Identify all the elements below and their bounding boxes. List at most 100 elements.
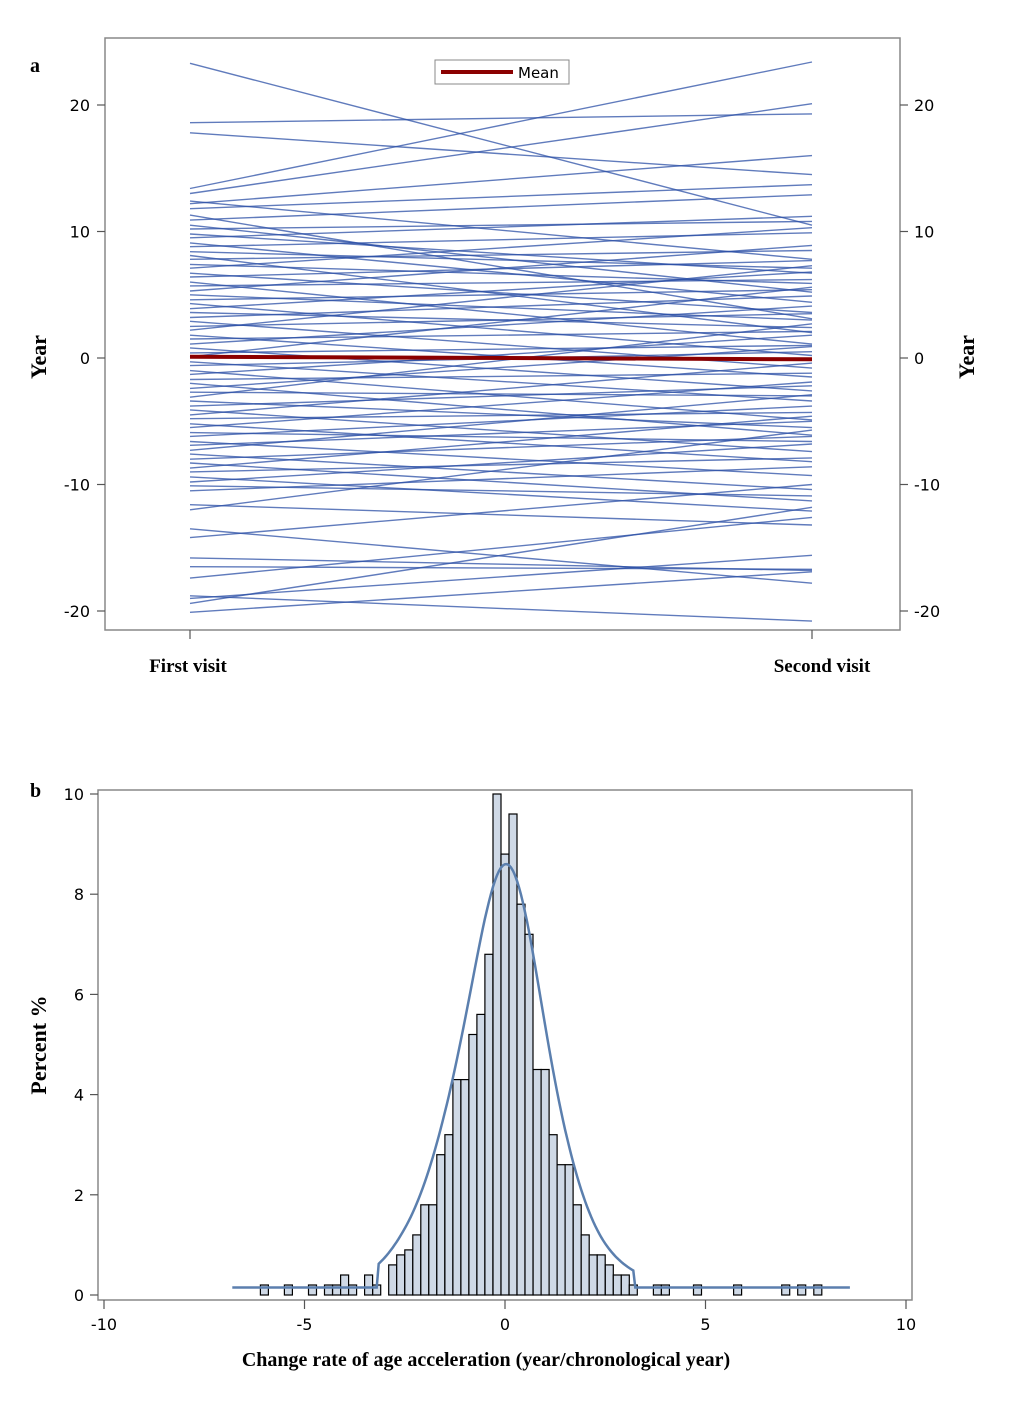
individual-line-66 <box>189 415 813 469</box>
individual-line-68 <box>189 476 813 512</box>
x-ticks: -10 -5 0 5 10 <box>91 1300 916 1334</box>
individual-line-62 <box>189 394 813 451</box>
histogram-bar-35 <box>588 1254 598 1296</box>
individual-line-26 <box>189 244 813 292</box>
individual-line-46 <box>189 372 813 381</box>
y-tick-label-left: 10 <box>70 223 90 242</box>
histogram-bar-38 <box>612 1274 622 1296</box>
y-tick-label: 4 <box>74 1086 84 1105</box>
individual-line-73 <box>189 429 813 511</box>
histogram-bars <box>259 793 823 1296</box>
y-tick-label: 0 <box>74 1286 84 1305</box>
individual-line-67 <box>189 457 813 473</box>
individual-line-60 <box>189 440 813 477</box>
y-axis-label-right: Year <box>954 335 979 379</box>
x-tick-label: -5 <box>297 1315 313 1334</box>
individual-line-6 <box>189 200 813 260</box>
y-tick-label-right: -20 <box>914 602 940 621</box>
y-tick-label-left: 0 <box>80 349 90 368</box>
histogram-bar-10 <box>388 1264 398 1296</box>
individual-line-74 <box>189 483 813 539</box>
individual-line-80 <box>189 595 813 622</box>
y-tick-label: 6 <box>74 985 84 1004</box>
individual-line-5 <box>189 103 813 195</box>
histogram-bar-16 <box>436 1154 446 1296</box>
individual-line-19 <box>189 249 813 260</box>
individual-line-7 <box>189 154 813 205</box>
histogram-bar-32 <box>564 1164 574 1296</box>
y-tick-label-left: -20 <box>64 602 90 621</box>
legend-mean-label: Mean <box>518 64 559 82</box>
y-tick-label-left: -10 <box>64 476 90 495</box>
individual-line-2 <box>189 113 813 124</box>
histogram-bar-8 <box>364 1274 374 1296</box>
panel-a: a 20 10 0 -10 -20 20 10 0 -10 -20 Second visit F… <box>26 37 979 677</box>
histogram-bar-2 <box>283 1284 293 1296</box>
histogram-bar-33 <box>572 1204 582 1296</box>
y-ticks: 0 2 4 6 8 10 <box>64 785 98 1305</box>
individual-line-64 <box>189 435 813 460</box>
individual-line-72 <box>189 504 813 526</box>
histogram-bar-20 <box>468 1033 478 1296</box>
individual-line-53 <box>189 409 813 453</box>
individual-line-41 <box>189 286 813 358</box>
y-tick-label-right: 10 <box>914 223 934 242</box>
individual-line-54 <box>189 362 813 416</box>
histogram-bar-18 <box>452 1078 462 1296</box>
x-category-second-visit: Second visit <box>774 656 871 677</box>
histogram-bar-17 <box>444 1134 454 1296</box>
histogram-bar-42 <box>660 1284 671 1296</box>
histogram-bar-6 <box>340 1274 350 1296</box>
x-axis-label: Change rate of age acceleration (year/ch… <box>242 1349 730 1371</box>
panel-b: b 0 2 4 6 8 10 -10 -5 0 5 10 Percent % Change rat… <box>26 780 916 1371</box>
histogram-bar-45 <box>781 1284 791 1296</box>
histogram-bar-25 <box>508 813 518 1296</box>
individual-line-17 <box>189 251 813 269</box>
y-ticks-left: 20 10 0 -10 -20 <box>64 96 105 621</box>
individual-line-49 <box>189 391 813 397</box>
histogram-bar-1 <box>259 1284 269 1296</box>
individual-line-15 <box>189 242 813 303</box>
y-tick-label: 10 <box>64 785 84 804</box>
individual-line-48 <box>189 345 813 390</box>
density-curve <box>232 862 850 1289</box>
individual-line-14 <box>189 215 813 239</box>
individual-line-34 <box>189 313 813 328</box>
individual-line-25 <box>189 278 813 287</box>
individual-line-51 <box>189 400 813 429</box>
individual-line-35 <box>189 265 813 331</box>
individual-line-39 <box>189 347 813 392</box>
individual-line-38 <box>189 305 813 345</box>
histogram-bar-11 <box>396 1254 406 1296</box>
histogram-bar-22 <box>484 953 494 1296</box>
histogram-bar-34 <box>580 1234 590 1296</box>
mean-line <box>189 354 813 362</box>
y-tick-label-left: 20 <box>70 96 90 115</box>
y-ticks-right: 20 10 0 -10 -20 <box>900 96 940 621</box>
y-tick-label-right: 0 <box>914 349 924 368</box>
histogram-bar-12 <box>404 1249 414 1296</box>
plot-frame-a <box>104 37 901 631</box>
individual-line-71 <box>189 466 813 492</box>
individual-line-1 <box>189 62 813 226</box>
individual-line-59 <box>189 405 813 438</box>
histogram-bar-13 <box>412 1234 422 1296</box>
histogram-bar-28 <box>532 1068 542 1296</box>
individual-line-76 <box>189 516 813 579</box>
histogram-bar-3 <box>307 1284 318 1296</box>
y-tick-label-right: -10 <box>914 476 940 495</box>
histogram-bar-46 <box>797 1284 807 1296</box>
individual-line-30 <box>189 271 813 310</box>
individual-line-55 <box>189 411 813 420</box>
histogram-bar-19 <box>460 1078 470 1296</box>
histogram-bar-43 <box>692 1284 703 1296</box>
individual-line-22 <box>189 272 813 314</box>
histogram-bar-40 <box>628 1284 638 1296</box>
individual-line-8 <box>189 184 813 210</box>
individual-line-77 <box>189 554 813 600</box>
x-tick-label: 5 <box>700 1315 710 1334</box>
y-tick-label: 2 <box>74 1186 84 1205</box>
individual-line-81 <box>189 528 813 584</box>
histogram-bar-30 <box>548 1134 558 1296</box>
